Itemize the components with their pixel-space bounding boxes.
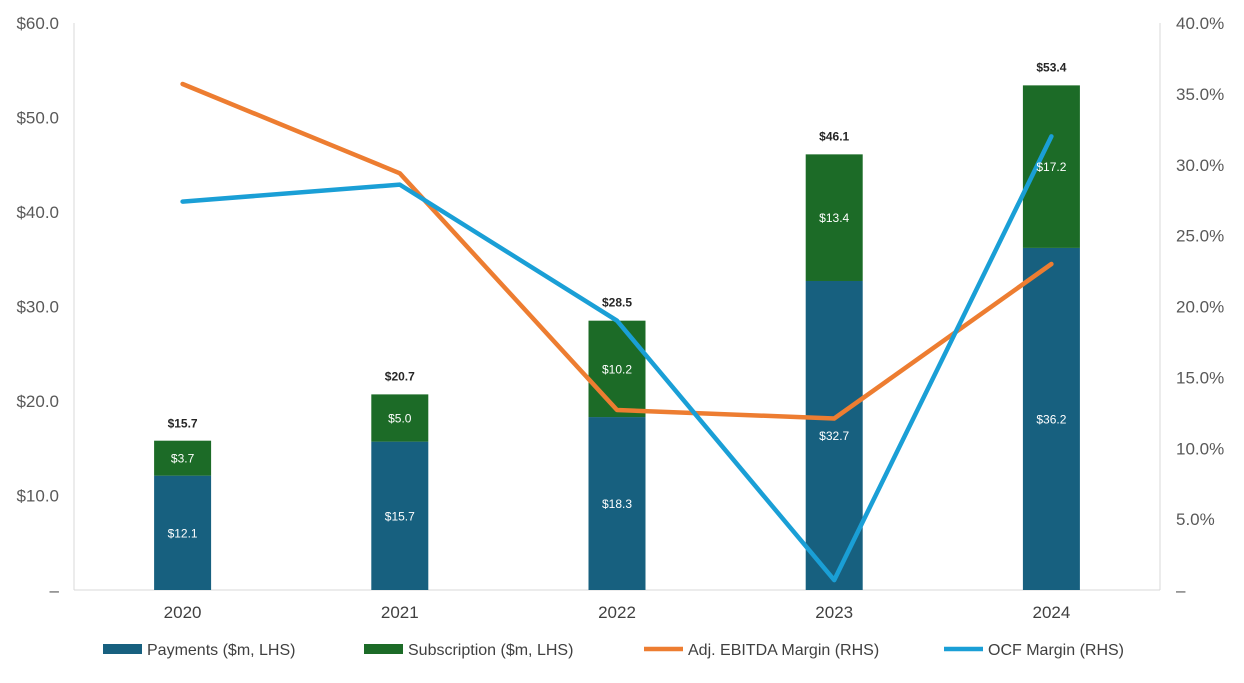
legend-label: Payments ($m, LHS)	[147, 642, 295, 659]
line-adj-ebitda-margin	[180, 81, 1054, 421]
bar-total-label: $53.4	[1036, 60, 1066, 74]
right-tick-label: 35.0%	[1176, 85, 1224, 104]
bar-label-payments: $32.7	[819, 429, 849, 443]
right-tick-label: –	[1176, 581, 1186, 600]
legend-swatch	[103, 644, 142, 654]
left-tick-label: –	[50, 581, 60, 600]
left-tick-label: $40.0	[16, 203, 59, 222]
bar-label-subscription: $3.7	[171, 452, 195, 466]
bar-label-subscription: $10.2	[602, 362, 632, 376]
data-labels: $12.1 $3.7 $15.7 $15.7 $5.0 $20.7 $18.3 $10.2 $2…	[168, 60, 1067, 540]
bar-total-label: $15.7	[168, 417, 198, 431]
line-ocf-margin	[180, 134, 1054, 583]
right-tick-label: 20.0%	[1176, 298, 1224, 317]
bar-label-payments: $12.1	[168, 526, 198, 540]
right-tick-label: 15.0%	[1176, 368, 1224, 387]
bar-label-subscription: $13.4	[819, 211, 849, 225]
bar-label-payments: $15.7	[385, 509, 415, 523]
left-tick-label: $60.0	[16, 14, 59, 33]
bar-payments	[588, 417, 646, 590]
bar-subscription	[588, 320, 646, 418]
bar-payments	[154, 475, 212, 590]
bar-label-subscription: $5.0	[388, 412, 412, 426]
left-tick-label: $50.0	[16, 109, 59, 128]
right-tick-label: 5.0%	[1176, 510, 1215, 529]
bar-label-payments: $36.2	[1036, 412, 1066, 426]
right-tick-label: 40.0%	[1176, 14, 1224, 33]
bar-total-label: $20.7	[385, 369, 415, 383]
bar-subscription	[371, 394, 429, 442]
legend-label: Subscription ($m, LHS)	[408, 642, 573, 659]
legend-swatch	[364, 644, 403, 654]
bar-subscription	[805, 154, 863, 281]
right-tick-label: 25.0%	[1176, 227, 1224, 246]
bar-total-label: $46.1	[819, 129, 849, 143]
right-tick-label: 30.0%	[1176, 156, 1224, 175]
left-tick-label: $10.0	[16, 487, 59, 506]
legend-label: OCF Margin (RHS)	[988, 642, 1124, 659]
bars	[154, 85, 1080, 590]
bar-subscription	[1022, 85, 1080, 248]
bar-label-subscription: $17.2	[1036, 160, 1066, 174]
right-tick-label: 10.0%	[1176, 439, 1224, 458]
bar-subscription	[154, 440, 212, 476]
bar-payments	[371, 441, 429, 590]
lines	[180, 81, 1054, 583]
axes: – $10.0 $20.0 $30.0 $40.0 $50.0 $60.0 – 5.0% 10.0…	[16, 14, 1224, 622]
legend-label: Adj. EBITDA Margin (RHS)	[688, 642, 879, 659]
x-tick-label: 2022	[598, 603, 636, 622]
bar-total-label: $28.5	[602, 296, 632, 310]
x-tick-label: 2023	[815, 603, 853, 622]
x-tick-label: 2021	[381, 603, 419, 622]
left-tick-label: $30.0	[16, 298, 59, 317]
left-tick-label: $20.0	[16, 392, 59, 411]
bar-payments	[1022, 247, 1080, 590]
x-tick-label: 2024	[1032, 603, 1070, 622]
bar-label-payments: $18.3	[602, 497, 632, 511]
x-tick-label: 2020	[164, 603, 202, 622]
legend: Payments ($m, LHS) Subscription ($m, LHS)…	[103, 642, 1124, 659]
